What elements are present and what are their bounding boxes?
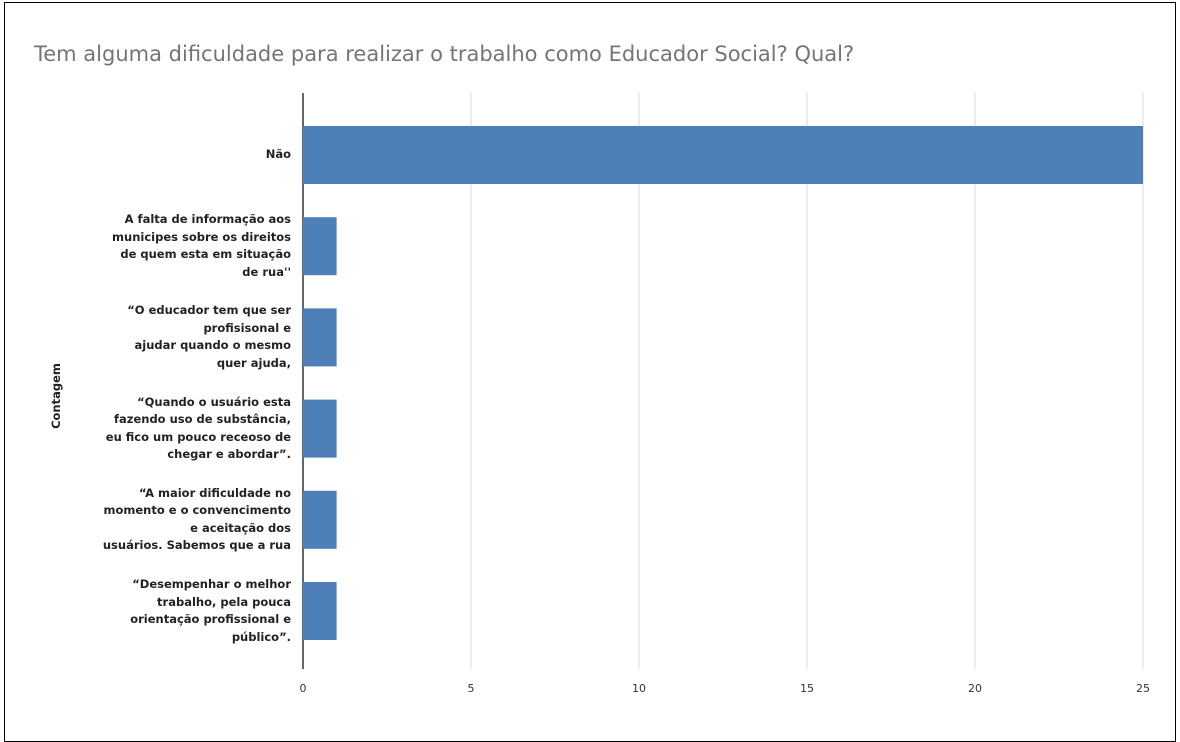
category-label: Não [41, 146, 291, 164]
category-label-line: eu fico um pouco receoso de [105, 429, 291, 444]
category-label: “A maior dificuldade no momento e o conve… [41, 485, 291, 555]
category-label-line: ajudar quando o mesmo [134, 338, 291, 353]
bar [303, 308, 337, 367]
bar [303, 490, 337, 549]
bar [303, 582, 337, 640]
category-label-line: orientação profissional e [130, 612, 291, 626]
category-label-line: e aceitação dos [190, 520, 291, 535]
category-label-line: usuários. Sabemos que a rua [102, 538, 291, 553]
category-label-line: “Quando o usuário esta [137, 394, 291, 409]
category-label-line: profisisonal e [203, 320, 291, 335]
category-label-line: de rua'' [242, 264, 291, 279]
chart-title: Tem alguma dificuldade para realizar o t… [34, 42, 855, 66]
category-label-line: trabalho, pela pouca [157, 594, 291, 609]
category-label-line: “A maior dificuldade no [139, 485, 291, 500]
category-label: “O educador tem que ser profisisonal e aju… [41, 302, 291, 372]
category-label-line: A falta de informação aos [124, 212, 291, 227]
category-label-line: público”. [231, 629, 291, 644]
bar [303, 217, 337, 276]
category-label-line: Não [265, 147, 291, 162]
category-label-line: “Desempenhar o melhor [132, 577, 291, 591]
x-tick-label: 5 [468, 682, 475, 695]
chart-frame [4, 2, 1176, 742]
x-tick-label: 10 [632, 682, 646, 695]
category-label-line: fazendo uso de substância, [114, 412, 291, 427]
x-tick-label: 0 [300, 682, 307, 695]
category-label-line: quer ajuda, [216, 355, 291, 370]
category-label: “Quando o usuário esta fazendo uso de sub… [41, 394, 291, 464]
category-label-line: “O educador tem que ser [127, 303, 291, 318]
category-label-line: chegar e abordar”. [167, 447, 291, 462]
category-label-line: de quem esta em situação [120, 247, 291, 262]
category-label-line: municipes sobre os direitos [112, 229, 291, 244]
bar [303, 126, 1143, 184]
x-tick-label: 15 [800, 682, 814, 695]
category-label: A falta de informação aos municipes sobre… [41, 211, 291, 281]
category-label-line: momento e o convencimento [103, 503, 291, 518]
bar [303, 399, 337, 458]
x-tick-label: 20 [968, 682, 982, 695]
category-label: “Desempenhar o melhor trabalho, pela pouc… [41, 576, 291, 646]
x-tick-label: 25 [1136, 682, 1150, 695]
